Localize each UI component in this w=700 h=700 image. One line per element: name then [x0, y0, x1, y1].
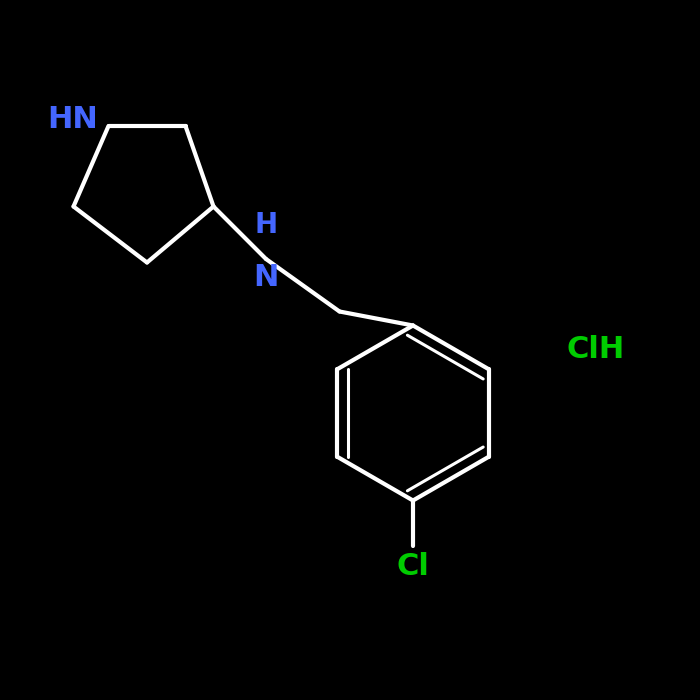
- Text: HN: HN: [48, 104, 98, 134]
- Text: H: H: [254, 211, 278, 239]
- Text: Cl: Cl: [397, 552, 429, 580]
- Text: N: N: [253, 262, 279, 291]
- Text: ClH: ClH: [567, 335, 625, 365]
